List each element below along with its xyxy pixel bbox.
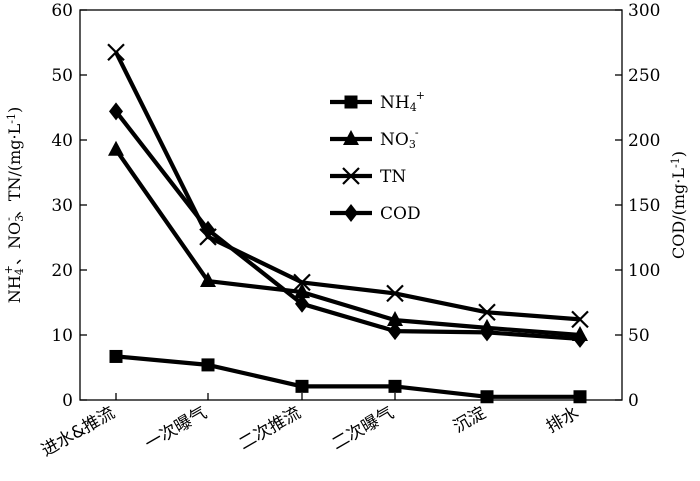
left-title-sub: 3: [13, 215, 26, 222]
legend-label-main: NO: [380, 130, 409, 150]
legend-label-main: TN: [380, 167, 406, 187]
left-title-part: ): [5, 107, 24, 113]
left-tick-label: 60: [51, 1, 73, 21]
left-tick-label: 0: [62, 391, 73, 411]
marker-cod: [201, 220, 215, 239]
marker-no3: [200, 272, 216, 288]
left-title-part: 、TN/(mg·L: [5, 123, 24, 217]
legend-label-sup: -: [415, 126, 419, 139]
left-title-part: 、NO: [5, 222, 24, 265]
legend-label-sub: 4: [410, 101, 417, 114]
right-axis-title: COD/(mg·L-1): [669, 151, 689, 259]
right-title-part: COD/(mg·L: [669, 168, 688, 259]
right-tick-label: 0: [628, 391, 639, 411]
legend-marker-nh4: [344, 95, 358, 109]
marker-tn-stroke: [293, 273, 311, 292]
legend-label-sub: 3: [409, 138, 416, 151]
marker-cod: [480, 323, 494, 342]
marker-cod: [295, 294, 309, 313]
series-lines: [114, 51, 581, 399]
x-tick-label: 排水: [543, 403, 582, 437]
legend-label-main: COD: [380, 204, 421, 224]
marker-tn-stroke: [571, 310, 589, 329]
left-tick-label: 30: [51, 196, 73, 216]
marker-nh4: [388, 379, 402, 393]
marker-tn: [571, 310, 589, 329]
left-tick-label: 20: [51, 261, 73, 281]
right-title-part: ): [669, 151, 688, 157]
left-title-sup: -: [2, 217, 15, 221]
right-title-sup: -1: [669, 157, 682, 168]
right-tick-label: 250: [628, 66, 660, 86]
legend-label-cod: COD: [380, 204, 421, 224]
left-axis-title: NH4+、NO3-、TN/(mg·L-1): [2, 107, 27, 303]
x-tick-label: 一次曝气: [142, 403, 211, 454]
marker-tn: [107, 43, 125, 62]
left-title-sup: -1: [5, 113, 18, 124]
series-line-tn: [114, 51, 581, 322]
marker-nh4: [573, 390, 587, 404]
legend-label-sup: +: [416, 89, 425, 102]
marker-nh4: [109, 349, 123, 363]
marker-tn: [386, 284, 404, 303]
legend-marker-tn-stroke: [342, 167, 360, 185]
marker-cod: [573, 329, 587, 348]
left-tick-label: 50: [51, 66, 73, 86]
series-line-nh4: [115, 354, 580, 399]
right-tick-label: 50: [628, 326, 650, 346]
series-line-cod: [114, 110, 581, 341]
marker-cod: [109, 102, 123, 121]
x-tick-label: 二次推流: [236, 403, 305, 454]
right-tick-label: 150: [628, 196, 660, 216]
marker-cod: [388, 322, 402, 341]
legend-label-nh4: NH4+: [380, 89, 425, 114]
left-title-sup: +: [2, 265, 15, 274]
x-tick-label: 进水&推流: [38, 403, 118, 461]
marker-nh4: [295, 379, 309, 393]
legend: NH4+ NO3- TN COD: [330, 89, 425, 224]
left-title-sub: 4: [13, 268, 26, 275]
series-line-no3: [114, 148, 581, 338]
legend-marker-tn: [342, 167, 360, 185]
marker-tn-stroke: [107, 43, 125, 62]
x-tick-label: 二次曝气: [329, 403, 398, 454]
legend-label-no3: NO3-: [380, 126, 419, 151]
marker-tn-stroke: [478, 303, 496, 322]
marker-no3: [387, 311, 403, 327]
legend-label-main: NH: [380, 93, 410, 113]
marker-nh4: [480, 390, 494, 404]
left-tick-label: 10: [51, 326, 73, 346]
marker-tn: [478, 303, 496, 322]
legend-label-tn: TN: [380, 167, 406, 187]
legend-marker-cod: [344, 204, 358, 222]
left-title-part: NH: [5, 275, 24, 303]
marker-tn-stroke: [386, 284, 404, 303]
marker-no3: [294, 283, 310, 299]
marker-no3: [108, 140, 124, 156]
series-markers: [107, 43, 589, 404]
right-tick-label: 200: [628, 131, 660, 151]
right-tick-label: 300: [628, 1, 660, 21]
marker-tn: [293, 273, 311, 292]
legend-marker-no3: [343, 130, 359, 145]
right-tick-label: 100: [628, 261, 660, 281]
left-tick-label: 40: [51, 131, 73, 151]
x-tick-label: 沉淀: [450, 403, 489, 437]
marker-nh4: [201, 358, 215, 372]
